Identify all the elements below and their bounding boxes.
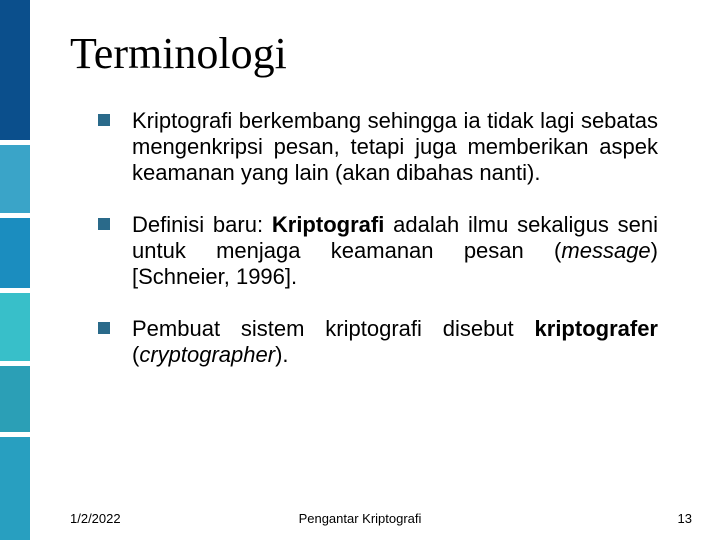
footer-center: Pengantar Kriptografi bbox=[0, 511, 720, 526]
slide: Terminologi Kriptografi berkembang sehin… bbox=[0, 0, 720, 540]
bullet-text: Definisi baru: Kriptografi adalah ilmu s… bbox=[132, 212, 658, 290]
stripe bbox=[0, 145, 30, 213]
slide-content: Kriptografi berkembang sehingga ia tidak… bbox=[98, 108, 658, 394]
stripe bbox=[0, 366, 30, 432]
decorative-stripes bbox=[0, 0, 30, 540]
bullet-item: Definisi baru: Kriptografi adalah ilmu s… bbox=[98, 212, 658, 290]
stripe bbox=[0, 0, 30, 140]
stripe bbox=[0, 218, 30, 288]
footer-page: 13 bbox=[678, 511, 692, 526]
square-bullet-icon bbox=[98, 114, 110, 126]
slide-title: Terminologi bbox=[70, 28, 287, 79]
bullet-text: Kriptografi berkembang sehingga ia tidak… bbox=[132, 108, 658, 186]
bullet-text: Pembuat sistem kriptografi disebut kript… bbox=[132, 316, 658, 368]
stripe bbox=[0, 293, 30, 361]
bullet-item: Kriptografi berkembang sehingga ia tidak… bbox=[98, 108, 658, 186]
square-bullet-icon bbox=[98, 322, 110, 334]
bullet-item: Pembuat sistem kriptografi disebut kript… bbox=[98, 316, 658, 368]
square-bullet-icon bbox=[98, 218, 110, 230]
